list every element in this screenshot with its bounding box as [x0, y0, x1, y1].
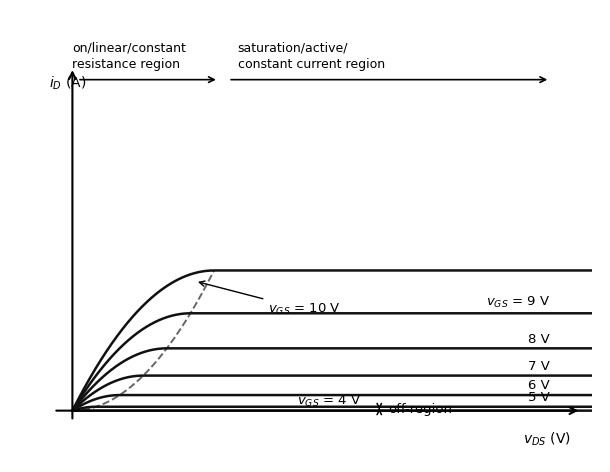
Text: saturation/active/: saturation/active/	[238, 42, 348, 55]
Text: $\it{i}_D$ (A): $\it{i}_D$ (A)	[49, 75, 86, 92]
Text: resistance region: resistance region	[73, 58, 181, 71]
Text: $\it{v}_{GS}$ = 10 V: $\it{v}_{GS}$ = 10 V	[199, 281, 341, 317]
Text: constant current region: constant current region	[238, 58, 385, 71]
Text: off-region: off-region	[389, 403, 453, 415]
Text: $\it{v}_{GS}$ = 4 V: $\it{v}_{GS}$ = 4 V	[296, 394, 361, 409]
Text: $\it{v}_{DS}$ (V): $\it{v}_{DS}$ (V)	[523, 430, 571, 447]
Text: 7 V: 7 V	[528, 360, 550, 373]
Text: 8 V: 8 V	[528, 332, 550, 346]
Text: $\it{v}_{GS}$ = 9 V: $\it{v}_{GS}$ = 9 V	[486, 295, 550, 311]
Text: 5 V: 5 V	[528, 391, 550, 404]
Text: 6 V: 6 V	[528, 379, 550, 392]
Text: on/linear/constant: on/linear/constant	[73, 42, 186, 55]
